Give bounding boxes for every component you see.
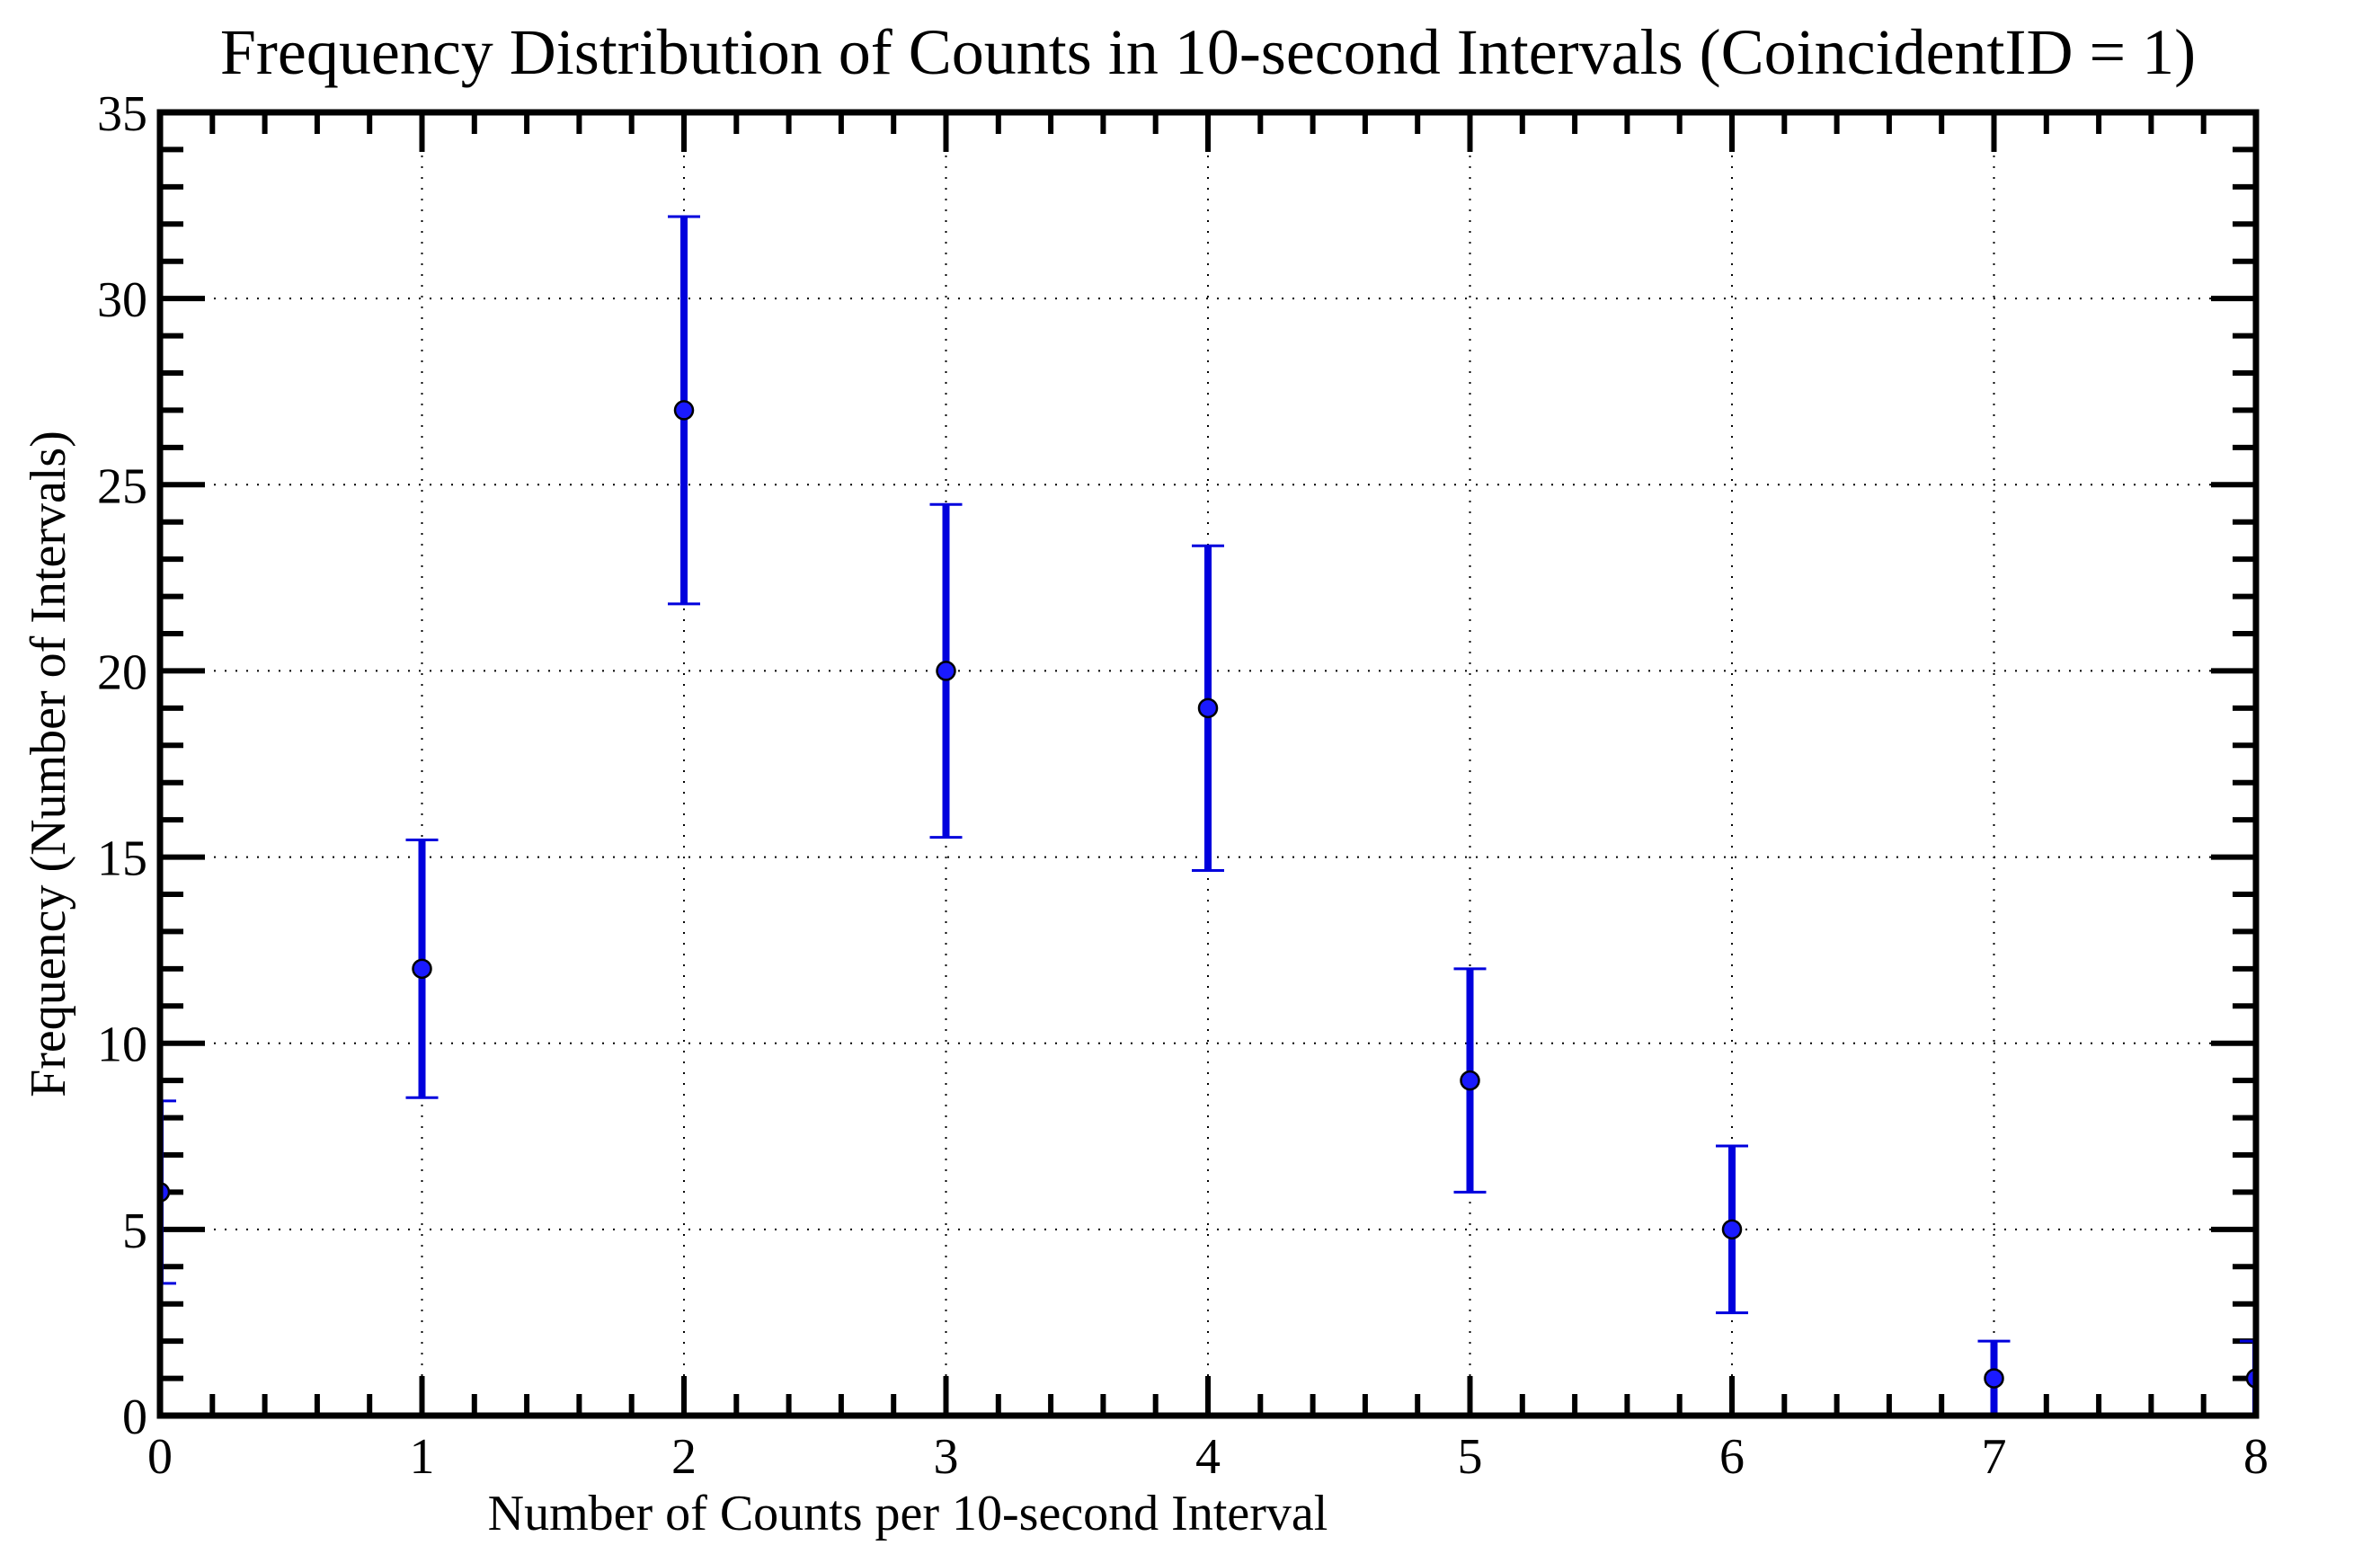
x-tick-label: 0 xyxy=(147,1429,173,1485)
x-tick-label: 3 xyxy=(934,1429,959,1485)
data-point xyxy=(1721,1219,1743,1240)
x-tick-label: 1 xyxy=(410,1429,435,1485)
plot-frame xyxy=(156,109,2260,1419)
data-point xyxy=(1197,697,1219,719)
y-tick-label: 35 xyxy=(97,86,147,142)
y-axis-label: Frequency (Number of Intervals) xyxy=(21,431,76,1097)
chart-title: Frequency Distribution of Counts in 10-s… xyxy=(220,16,2196,88)
y-tick-label: 20 xyxy=(97,644,147,700)
y-tick-label: 0 xyxy=(122,1390,147,1445)
x-axis-label: Number of Counts per 10-second Interval xyxy=(488,1486,1328,1541)
y-tick-label: 15 xyxy=(97,831,147,887)
x-tick-label: 4 xyxy=(1195,1429,1221,1485)
data-layer xyxy=(160,215,2256,1416)
axis-ticks xyxy=(157,110,2259,1418)
x-tick-label: 6 xyxy=(1719,1429,1745,1485)
x-tick-label: 5 xyxy=(1458,1429,1483,1485)
data-point xyxy=(1984,1368,2004,1389)
x-tick-label: 7 xyxy=(1982,1429,2007,1485)
data-point xyxy=(936,661,956,681)
data-point xyxy=(1460,1070,1480,1091)
tick-labels: 0 1 2 3 4 5 6 7 8 0 5 10 15 20 25 30 35 xyxy=(97,86,2269,1485)
y-tick-label: 30 xyxy=(97,272,147,328)
x-tick-label: 8 xyxy=(2243,1429,2269,1485)
data-point xyxy=(673,400,695,421)
y-tick-label: 5 xyxy=(122,1203,147,1259)
y-tick-label: 25 xyxy=(97,458,147,514)
x-tick-label: 2 xyxy=(671,1429,697,1485)
data-point xyxy=(412,958,432,980)
y-tick-label: 10 xyxy=(97,1017,147,1073)
